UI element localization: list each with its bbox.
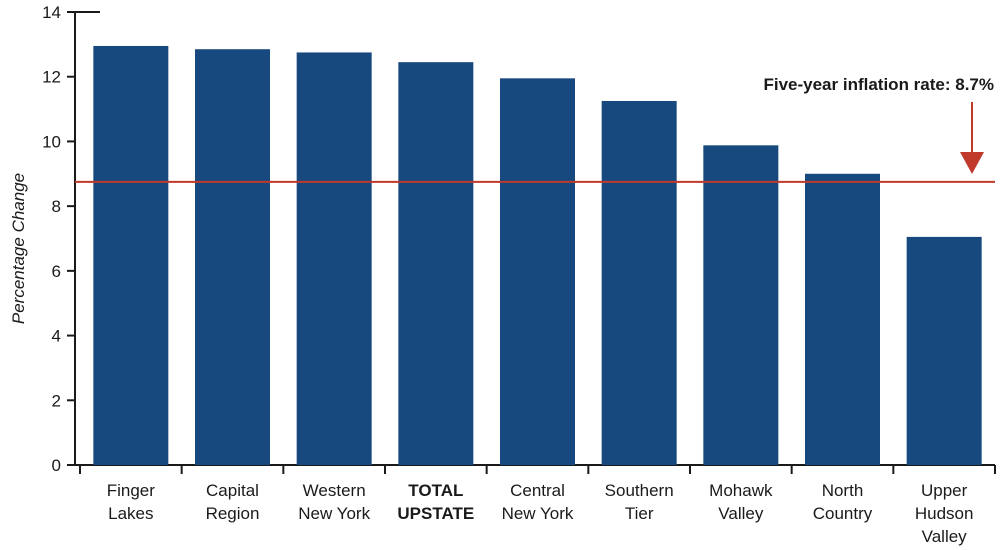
x-tick-label: North Country <box>813 481 873 523</box>
bar <box>195 49 270 465</box>
y-tick-label: 14 <box>42 3 61 22</box>
y-tick-label: 10 <box>42 132 61 151</box>
bar <box>601 100 677 465</box>
y-tick-label: 4 <box>52 327 61 346</box>
y-axis-label: Percentage Change <box>9 173 28 324</box>
bar <box>398 62 474 466</box>
bar <box>906 236 982 465</box>
bar <box>296 52 372 465</box>
x-tick-label: TOTAL UPSTATE <box>397 481 474 523</box>
annotation-arrow-head <box>960 152 984 174</box>
x-tick-label: Southern Tier <box>605 481 674 523</box>
x-tick-label: Mohawk Valley <box>709 481 773 523</box>
category-labels: Finger Lakes Capital Region Western New York T… <box>107 481 974 546</box>
bar <box>703 145 779 465</box>
bar <box>500 78 575 465</box>
x-tick-label: Upper Hudson Valley <box>915 481 974 546</box>
y-tick-label: 6 <box>52 262 61 281</box>
bar <box>805 173 880 466</box>
y-tick-label: 2 <box>52 391 61 410</box>
y-tick-label: 12 <box>42 68 61 87</box>
bars <box>93 45 982 466</box>
x-tick-label: Capital Region <box>206 481 260 523</box>
reference-line-group: Five-year inflation rate: 8.7% <box>75 75 995 183</box>
x-tick-label: Central New York <box>502 481 574 523</box>
x-tick-label: Finger Lakes <box>107 481 156 523</box>
inflation-annotation: Five-year inflation rate: 8.7% <box>763 75 994 94</box>
y-tick-label: 0 <box>52 456 61 475</box>
y-tick-label: 8 <box>52 197 61 216</box>
bar <box>93 45 169 465</box>
x-tick-label: Western New York <box>298 481 370 523</box>
